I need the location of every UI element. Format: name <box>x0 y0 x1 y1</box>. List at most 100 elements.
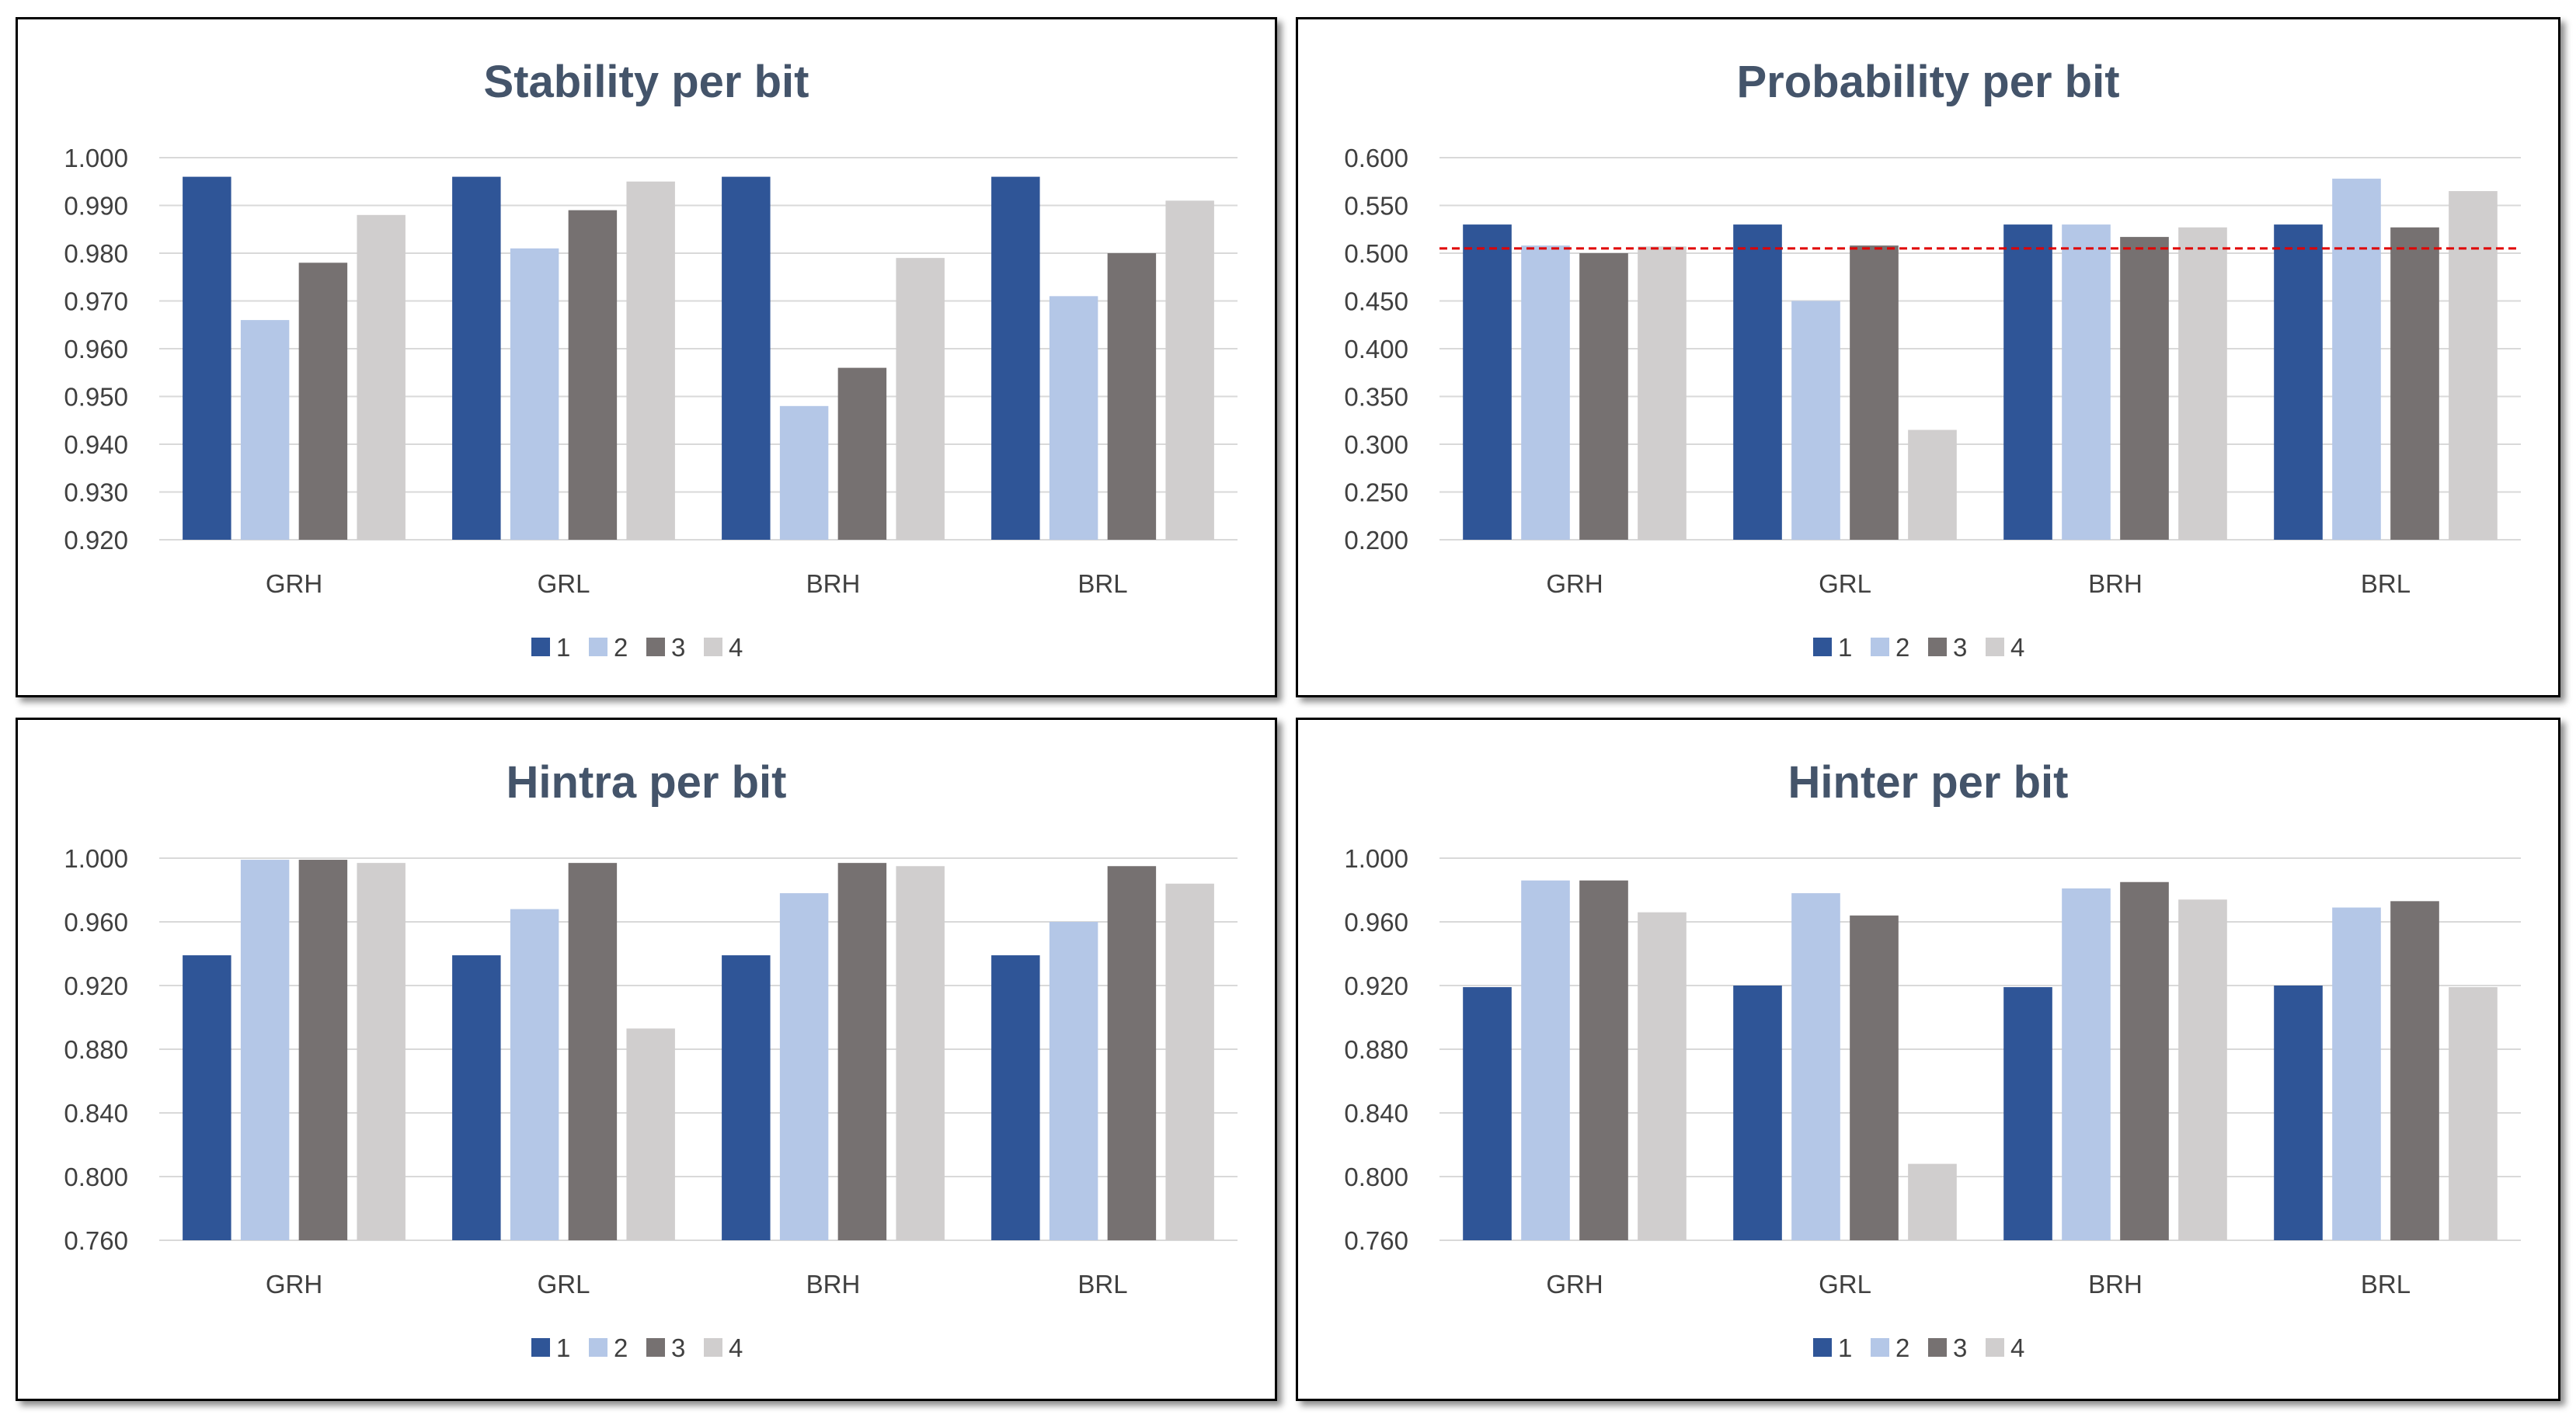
bar-grl-series-4 <box>1908 429 1957 540</box>
bar-grh-series-1 <box>1463 224 1512 540</box>
legend-swatch <box>589 1338 607 1357</box>
x-category-label: BRH <box>806 569 861 598</box>
y-tick-label: 0.960 <box>64 335 128 363</box>
y-tick-label: 0.950 <box>64 383 128 412</box>
y-tick-label: 0.880 <box>1344 1035 1408 1064</box>
bar-brh-series-4 <box>2178 227 2227 540</box>
bar-grh-series-4 <box>1638 912 1687 1240</box>
y-tick-label: 0.920 <box>64 972 128 1000</box>
chart-stability-svg: Stability per bit 1.000 0.990 0.980 0.970 0.9… <box>64 57 1238 662</box>
legend-label: 4 <box>2010 633 2024 662</box>
bar-brl-series-2 <box>1049 296 1098 540</box>
bar-brl-series-1 <box>991 955 1040 1240</box>
bar-grl-series-2 <box>1791 301 1840 540</box>
chart-panel-stability: Stability per bit 1.000 0.990 0.980 0.970 0.9… <box>16 17 1277 697</box>
chart-title: Probability per bit <box>1736 57 2119 107</box>
chart-panel-probability: Probability per bit 0.600 0.550 0.500 0.450 0… <box>1296 17 2560 697</box>
bar-grh-series-4 <box>1638 246 1687 540</box>
y-tick-label: 0.800 <box>64 1163 128 1191</box>
bar-brh-series-3 <box>837 863 887 1240</box>
legend-label: 2 <box>1895 1333 1909 1362</box>
bar-brh-series-1 <box>2003 987 2052 1240</box>
chart-title: Hinter per bit <box>1788 757 2069 808</box>
bar-brl-series-2 <box>2332 179 2381 540</box>
bar-brl-series-4 <box>2449 987 2498 1240</box>
bar-brl-series-4 <box>1165 883 1214 1240</box>
bar-grl-series-2 <box>510 909 559 1240</box>
bar-grl-series-1 <box>1733 224 1782 540</box>
legend-label: 3 <box>1953 633 1967 662</box>
bar-grh-series-4 <box>357 863 406 1240</box>
y-tick-label: 0.880 <box>64 1035 128 1064</box>
bar-grh-series-3 <box>1579 253 1628 540</box>
x-category-label: BRL <box>2361 569 2411 598</box>
y-tick-label: 0.200 <box>1344 526 1408 555</box>
y-tick-label: 0.760 <box>1344 1226 1408 1255</box>
bar-grl-series-3 <box>568 863 618 1240</box>
x-category-label: GRH <box>1546 569 1603 598</box>
legend-swatch <box>589 638 607 656</box>
x-category-label: GRL <box>1819 1270 1871 1299</box>
legend-swatch <box>1986 1338 2004 1357</box>
bar-brh-series-3 <box>837 367 887 540</box>
chart-hinter-svg: Hinter per bit 1.000 0.960 0.920 0.880 0.840 0… <box>1344 757 2521 1362</box>
x-category-label: BRL <box>1077 1270 1127 1299</box>
bar-grl-series-3 <box>1850 245 1899 540</box>
legend-label: 2 <box>614 633 628 662</box>
chart-panel-hinter: Hinter per bit 1.000 0.960 0.920 0.880 0.840 0… <box>1296 718 2560 1401</box>
bar-grh-series-2 <box>1521 880 1570 1240</box>
bar-brh-series-3 <box>2120 881 2169 1240</box>
bar-brl-series-4 <box>2449 191 2498 541</box>
y-tick-label: 0.960 <box>1344 908 1408 937</box>
y-tick-label: 0.840 <box>64 1099 128 1128</box>
legend-swatch <box>704 1338 722 1357</box>
legend-label: 3 <box>1953 1333 1967 1362</box>
legend-label: 1 <box>556 633 570 662</box>
y-tick-label: 0.960 <box>64 908 128 937</box>
legend-label: 1 <box>1838 633 1852 662</box>
legend-swatch <box>646 1338 665 1357</box>
x-category-label: GRH <box>266 1270 322 1299</box>
legend-label: 1 <box>556 1333 570 1362</box>
legend-swatch <box>1871 1338 1889 1357</box>
legend-swatch <box>1813 638 1832 656</box>
bar-brh-series-2 <box>2062 224 2111 540</box>
bar-grl-series-4 <box>1908 1163 1957 1240</box>
bar-brh-series-2 <box>779 405 829 540</box>
y-tick-label: 0.980 <box>64 239 128 268</box>
y-tick-label: 0.500 <box>1344 239 1408 268</box>
chart-panel-hintra: Hintra per bit 1.000 0.960 0.920 0.880 0.840 0… <box>16 718 1277 1401</box>
bar-brl-series-3 <box>1107 866 1157 1240</box>
y-tick-label: 0.550 <box>1344 192 1408 221</box>
legend-label: 2 <box>614 1333 628 1362</box>
y-tick-label: 0.940 <box>64 430 128 459</box>
bar-brl-series-1 <box>2274 986 2323 1240</box>
bar-grh-series-3 <box>1579 880 1628 1240</box>
x-category-label: BRH <box>2088 1270 2143 1299</box>
legend-swatch <box>531 638 550 656</box>
bar-brl-series-3 <box>2390 227 2439 540</box>
bar-brh-series-4 <box>896 866 945 1240</box>
y-tick-label: 0.990 <box>64 192 128 221</box>
x-category-label: BRL <box>1077 569 1127 598</box>
y-tick-label: 0.840 <box>1344 1099 1408 1128</box>
y-tick-label: 1.000 <box>1344 844 1408 873</box>
chart-probability-svg: Probability per bit 0.600 0.550 0.500 0.450 0… <box>1344 57 2521 662</box>
bar-brh-series-1 <box>722 176 771 540</box>
legend-swatch <box>646 638 665 656</box>
bar-grl-series-4 <box>626 1028 675 1240</box>
bar-brh-series-4 <box>896 258 945 540</box>
y-tick-label: 0.300 <box>1344 430 1408 459</box>
x-category-label: BRH <box>806 1270 861 1299</box>
bar-grh-series-1 <box>1463 987 1512 1240</box>
y-tick-label: 0.350 <box>1344 383 1408 412</box>
bar-brl-series-3 <box>1107 253 1157 540</box>
bar-grl-series-1 <box>452 176 501 540</box>
y-tick-label: 0.250 <box>1344 478 1408 507</box>
bar-brh-series-4 <box>2178 899 2227 1240</box>
x-category-label: GRL <box>1819 569 1871 598</box>
bar-grh-series-3 <box>298 262 348 540</box>
y-tick-label: 0.800 <box>1344 1163 1408 1191</box>
legend-swatch <box>1928 1338 1947 1357</box>
legend-swatch <box>1928 638 1947 656</box>
